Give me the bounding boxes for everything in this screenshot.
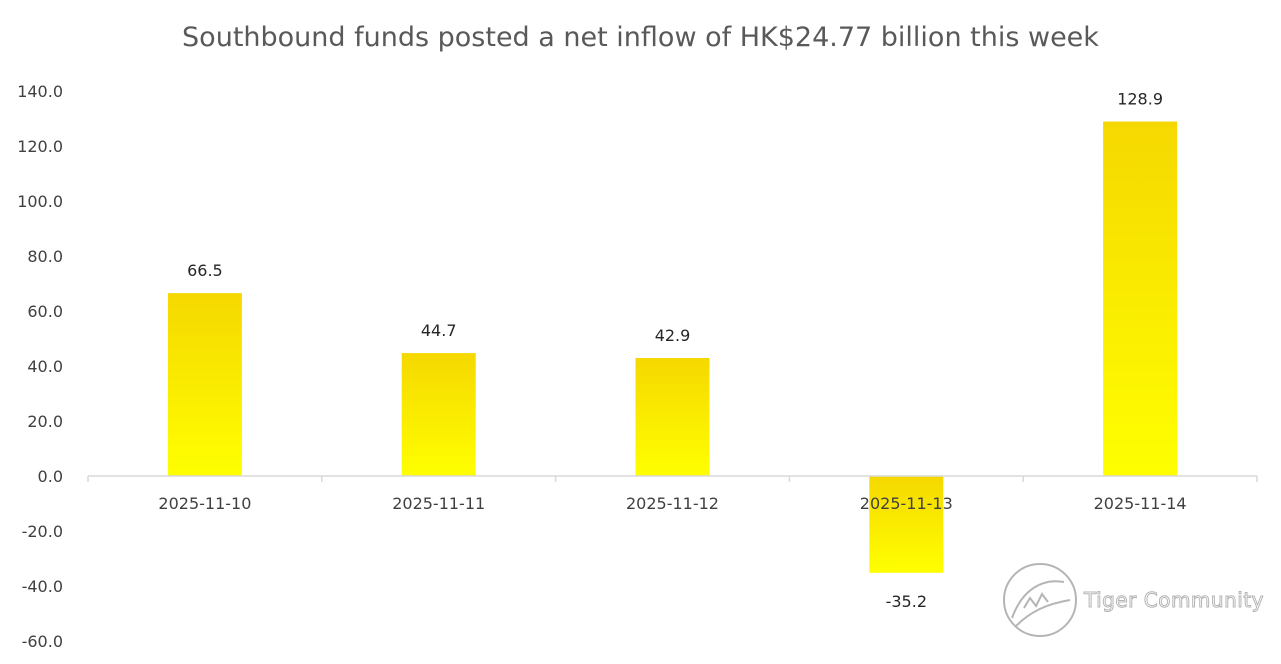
data-label: 66.5 <box>187 261 223 280</box>
y-tick-label: 40.0 <box>27 357 63 376</box>
bar <box>869 476 944 573</box>
data-label: 42.9 <box>655 326 691 345</box>
data-labels: 66.5 44.7 42.9 -35.2 128.9 <box>187 90 1163 611</box>
x-tick-label: 2025-11-10 <box>158 494 251 513</box>
bar <box>1103 121 1178 477</box>
bar <box>167 293 242 476</box>
y-tick-label: -40.0 <box>22 577 63 596</box>
data-label: -35.2 <box>886 592 927 611</box>
y-tick-label: 60.0 <box>27 302 63 321</box>
x-axis-labels: 2025-11-10 2025-11-11 2025-11-12 2025-11-13… <box>158 494 1186 513</box>
x-tick-label: 2025-11-14 <box>1094 494 1187 513</box>
bar <box>635 358 710 476</box>
bars <box>167 121 1178 573</box>
y-tick-label: -20.0 <box>22 522 63 541</box>
bar <box>401 353 476 476</box>
x-axis <box>87 475 1258 482</box>
y-tick-label: 80.0 <box>27 247 63 266</box>
y-tick-label: 120.0 <box>17 137 63 156</box>
tiger-community-watermark: Tiger Community <box>1000 560 1270 640</box>
watermark-text: Tiger Community <box>1084 588 1265 613</box>
data-label: 128.9 <box>1117 90 1163 109</box>
y-tick-label: 100.0 <box>17 192 63 211</box>
x-tick-label: 2025-11-12 <box>626 494 719 513</box>
y-tick-label: 140.0 <box>17 82 63 101</box>
y-tick-label: -60.0 <box>22 632 63 651</box>
x-tick-label: 2025-11-13 <box>860 494 953 513</box>
y-tick-label: 0.0 <box>38 467 63 486</box>
tiger-logo-icon <box>1003 563 1077 637</box>
y-tick-label: 20.0 <box>27 412 63 431</box>
y-axis-labels: 140.0 120.0 100.0 80.0 60.0 40.0 20.0 0.0 -20.0 -… <box>17 82 63 651</box>
x-tick-label: 2025-11-11 <box>392 494 485 513</box>
chart-title: Southbound funds posted a net inflow of … <box>182 22 1099 53</box>
data-label: 44.7 <box>421 321 457 340</box>
